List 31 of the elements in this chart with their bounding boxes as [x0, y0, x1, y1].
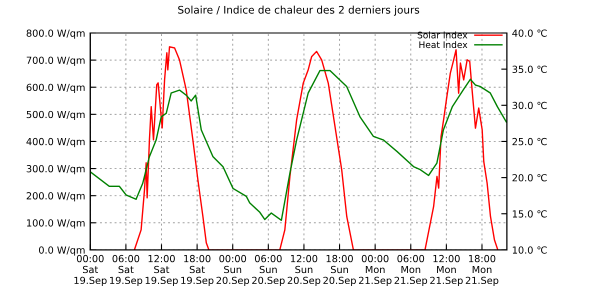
x-tick-label: 12:00 Sun 20.Sep: [288, 254, 320, 286]
y-tick-label: 500.0 W/qm: [26, 110, 85, 120]
x-tick-label: 18:00 Sat 19.Sep: [181, 254, 214, 286]
y-tick-label: 100.0 W/qm: [27, 219, 85, 229]
x-tick-label: 00:00 Sat 19.Sep: [74, 254, 107, 286]
y-tick-label: 200.0 W/qm: [26, 192, 85, 202]
y-tick-label: 300.0 W/qm: [26, 165, 85, 174]
y2-tick-label: 40.0 ℃: [512, 29, 547, 37]
y-tick-label: 800.0 W/qm: [26, 29, 85, 39]
y2-tick-label: 15.0 ℃: [512, 210, 547, 218]
x-tick-label: 18:00 Mon 21.Sep: [466, 254, 498, 286]
legend-label: Solar index: [418, 31, 468, 38]
x-tick-label: 06:00 Mon 21.Sep: [394, 254, 428, 286]
x-tick-label: 06:00 Sat 19.Sep: [110, 254, 142, 286]
y2-tick-label: 25.0 ℃: [512, 138, 547, 146]
y2-tick-label: 20.0 ℃: [512, 174, 547, 182]
y-tick-label: 700.0 W/qm: [26, 56, 85, 66]
x-tick-label: 12:00 Mon 21.Sep: [430, 254, 463, 286]
y2-tick-label: 35.0 ℃: [512, 66, 547, 73]
y-tick-label: 0.0 W/qm: [38, 246, 85, 256]
x-tick-label: 18:00 Sun 20.Sep: [323, 254, 356, 286]
chart-title: Solaire / Indice de chaleur des 2 derniers jours: [178, 6, 420, 16]
x-tick-label: 06:00 Sun 20.Sep: [252, 254, 285, 286]
x-tick-label: 12:00 Sat 19.Sep: [146, 254, 178, 286]
y2-tick-label: 10.0 ℃: [512, 246, 547, 254]
y-tick-label: 600.0 W/qm: [26, 84, 85, 93]
y2-tick-label: 30.0 ℃: [512, 102, 547, 110]
y-tick-label: 400.0 W/qm: [26, 138, 85, 148]
x-tick-label: 00:00 Sun 20.Sep: [216, 254, 250, 286]
x-tick-label: 00:00 Mon 21.Sep: [358, 254, 392, 286]
legend-label: Heat Index: [419, 41, 468, 48]
